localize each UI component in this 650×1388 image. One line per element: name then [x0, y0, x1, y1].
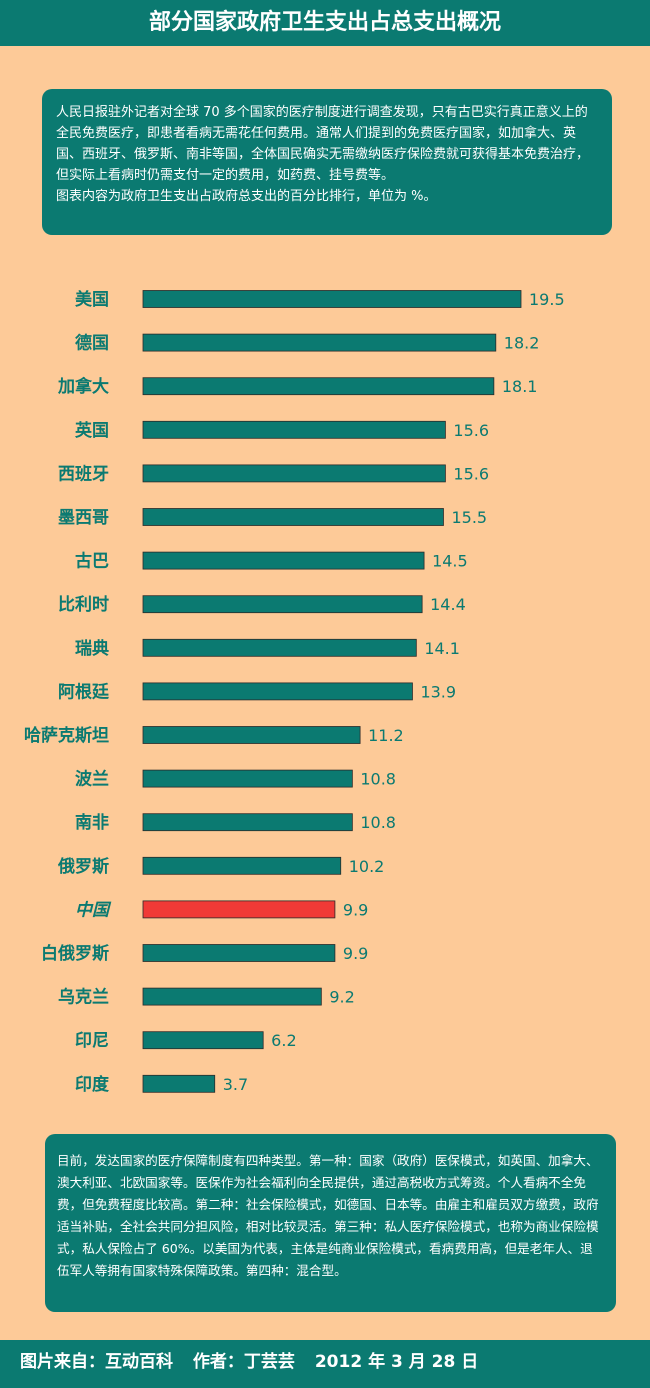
bar-highlight: [142, 900, 336, 919]
bar: [142, 1074, 216, 1093]
bar: [142, 638, 417, 657]
bar: [142, 813, 353, 832]
bar: [142, 464, 446, 483]
category-label: 哈萨克斯坦: [24, 725, 109, 746]
category-label: 阿根廷: [58, 681, 110, 702]
bar: [142, 377, 495, 396]
bar: [142, 551, 425, 570]
bar: [142, 726, 361, 744]
footer-source: 图片来自：互动百科: [20, 1352, 173, 1372]
category-label: 瑞典: [75, 638, 109, 659]
value-label: 9.9: [343, 944, 368, 963]
value-label: 14.5: [432, 552, 468, 571]
value-label: 15.6: [453, 464, 489, 483]
bar: [142, 987, 322, 1006]
value-label: 14.4: [430, 595, 466, 614]
category-label: 印度: [75, 1074, 110, 1095]
category-label: 白俄罗斯: [41, 943, 109, 964]
footer-date: 2012 年 3 月 28 日: [314, 1352, 479, 1372]
outro-card: 目前，发达国家的医疗保障制度有四种类型。第一种：国家（政府）医保模式，如英国、加…: [45, 1134, 616, 1312]
category-label: 英国: [75, 420, 109, 441]
value-label: 19.5: [529, 290, 565, 309]
value-label: 11.2: [368, 726, 404, 745]
bar: [142, 944, 336, 962]
bar: [142, 1031, 264, 1050]
category-label: 波兰: [75, 769, 109, 790]
category-label: 比利时: [58, 594, 109, 615]
category-label: 南非: [75, 812, 109, 833]
bar: [142, 508, 444, 526]
value-label: 9.9: [343, 900, 368, 919]
category-label: 中国: [75, 900, 112, 920]
intro-card: 人民日报驻外记者对全球 70 多个国家的医疗制度进行调查发现，只有古巴实行真正意…: [42, 89, 612, 235]
value-label: 3.7: [223, 1075, 248, 1094]
category-label: 乌克兰: [58, 987, 109, 1008]
value-label: 10.2: [349, 857, 385, 876]
category-label: 加拿大: [57, 376, 109, 397]
intro-paragraph: 人民日报驻外记者对全球 70 多个国家的医疗制度进行调查发现，只有古巴实行真正意…: [56, 105, 590, 183]
value-label: 13.9: [420, 682, 456, 701]
page-title: 部分国家政府卫生支出占总支出概况: [0, 0, 650, 46]
category-label: 俄罗斯: [57, 856, 109, 877]
category-label: 印尼: [75, 1031, 109, 1051]
bar: [142, 769, 353, 788]
outro-paragraph: 目前，发达国家的医疗保障制度有四种类型。第一种：国家（政府）医保模式，如英国、加…: [57, 1153, 599, 1278]
intro-note: 图表内容为政府卫生支出占政府总支出的百分比排行，单位为 %。: [56, 189, 437, 204]
bar: [142, 333, 497, 352]
value-label: 9.2: [329, 988, 354, 1007]
value-label: 15.6: [453, 421, 489, 440]
category-label: 古巴: [75, 551, 109, 572]
category-label: 墨西哥: [58, 508, 109, 528]
bar: [142, 595, 423, 614]
value-label: 18.1: [502, 377, 538, 396]
bar: [142, 682, 413, 701]
category-label: 德国: [75, 333, 109, 354]
category-label: 西班牙: [58, 464, 109, 484]
footer-credits: 图片来自：互动百科 作者：丁芸芸 2012 年 3 月 28 日: [0, 1340, 650, 1388]
bar: [142, 290, 522, 308]
bar-chart: 美国 19.5 德国 18.2 加拿大 18.1 英国 15.6 西班牙 15.6 墨西哥 15.5 古…: [24, 289, 565, 1095]
value-label: 14.1: [424, 639, 460, 658]
value-label: 15.5: [451, 508, 487, 527]
value-label: 10.8: [360, 813, 396, 832]
value-label: 6.2: [271, 1031, 296, 1050]
bar: [142, 420, 446, 439]
bar: [142, 856, 342, 875]
value-label: 18.2: [504, 334, 540, 353]
value-label: 10.8: [360, 770, 396, 789]
category-label: 美国: [75, 289, 109, 310]
footer-author: 作者：丁芸芸: [192, 1352, 295, 1372]
